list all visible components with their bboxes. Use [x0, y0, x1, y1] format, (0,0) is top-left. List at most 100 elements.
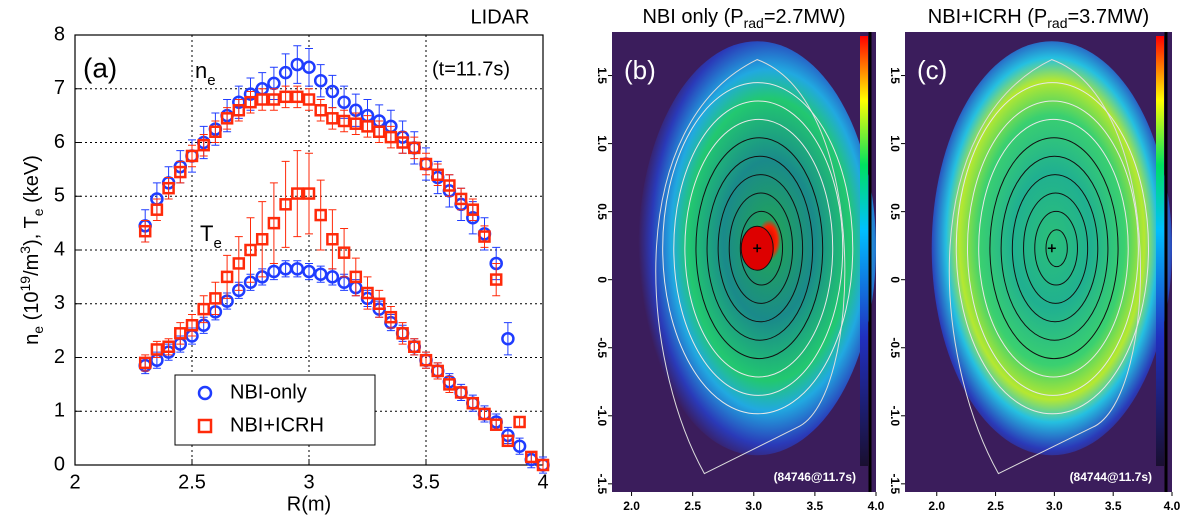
data-point [209, 292, 222, 305]
flux-contour [955, 82, 1150, 415]
y-tick-label: 0 [54, 453, 65, 475]
error-bar [375, 120, 384, 143]
image-title: NBI+ICRH (Prad=3.7MW) [928, 6, 1149, 30]
flux-contour [706, 155, 814, 341]
ne-label: ne [195, 58, 216, 89]
data-point [290, 262, 305, 276]
data-point [349, 270, 363, 284]
error-bar [340, 109, 349, 133]
data-point [174, 165, 187, 179]
data-point [431, 364, 444, 378]
error-bar [398, 322, 407, 345]
flux-contour [966, 100, 1139, 396]
data-point [396, 327, 409, 340]
data-point [501, 434, 515, 448]
data-point [197, 302, 210, 316]
y-tick-label: 0 [888, 276, 902, 283]
error-bar [316, 64, 325, 98]
panel-a: LIDAR (a) (t=11.7s) ne Te R(m) ne (1019/… [17, 6, 530, 515]
ylabel-part: (keV) [21, 155, 43, 208]
ylabel-part: (10 [21, 291, 43, 325]
data-point [525, 450, 538, 464]
title-sub: rad [744, 15, 764, 31]
data-point [326, 112, 339, 125]
error-bar [211, 120, 220, 143]
data-point [408, 141, 421, 155]
y-tick-label: -0.5 [888, 337, 902, 358]
error-bar [269, 182, 278, 264]
data-point [302, 93, 316, 106]
error-bar [199, 133, 208, 157]
data-point [337, 114, 351, 128]
data-point [384, 310, 398, 324]
y-tick-label: -0.5 [595, 337, 609, 358]
error-bar [386, 305, 395, 329]
shot-label: (84744@11.7s) [1070, 470, 1152, 484]
y-tick-label: 0.5 [595, 203, 609, 220]
legend-marker [197, 385, 213, 401]
colorbar [1156, 36, 1164, 466]
shot-label: (84746@11.7s) [774, 470, 856, 484]
error-bar [316, 179, 325, 251]
flux-contour [978, 118, 1129, 378]
error-bar [188, 144, 196, 168]
data-point [361, 286, 374, 300]
data-point [513, 415, 526, 429]
error-bar [363, 276, 372, 310]
y-tick-label: 0 [595, 276, 609, 283]
data-point [419, 157, 433, 171]
data-point [466, 396, 480, 410]
data-point [138, 356, 152, 370]
data-point [313, 73, 328, 88]
error-bar [305, 88, 313, 111]
data-point [349, 117, 363, 130]
title-part: =3.7MW) [1068, 6, 1150, 28]
data-point [314, 208, 327, 222]
error-bar [234, 99, 243, 122]
data-point [536, 458, 550, 472]
x-tick-label: 3.5 [807, 499, 824, 513]
y-tick-label: 1.5 [888, 67, 902, 84]
y-tick-label: 1.5 [595, 67, 609, 84]
data-point [443, 378, 456, 391]
y-tick-label: 1 [54, 400, 65, 422]
data-point [326, 233, 339, 246]
magnetic-axis [1047, 244, 1056, 253]
flux-contour [728, 192, 794, 304]
x-tick-label: 2.0 [623, 499, 640, 513]
data-point [302, 187, 316, 200]
error-bar [246, 217, 255, 283]
error-bar [199, 295, 208, 324]
title-part: =2.7MW) [764, 6, 846, 28]
data-point [302, 264, 316, 279]
y-tick-label: -1.0 [888, 405, 902, 426]
corner-label: LIDAR [471, 6, 530, 28]
flux-contour [662, 82, 854, 415]
te-label-sub: e [213, 235, 221, 252]
error-bar [445, 174, 454, 197]
colorbar [860, 36, 868, 466]
ylabel-sub: e [30, 208, 46, 216]
data-point [162, 181, 175, 195]
flux-contour [1034, 210, 1078, 286]
x-tick-label: 3.5 [412, 471, 440, 493]
x-tick-label: 2 [69, 471, 80, 493]
error-bar [340, 228, 349, 278]
data-point [255, 233, 269, 246]
data-point [372, 125, 386, 138]
data-point [267, 264, 281, 279]
data-point [419, 353, 433, 367]
flux-contour [1045, 229, 1068, 268]
data-point [372, 297, 386, 310]
error-bar [468, 198, 477, 221]
error-bar [433, 163, 442, 186]
error-bar [305, 47, 313, 87]
error-bar [281, 160, 290, 248]
data-point [478, 230, 491, 243]
data-point [384, 130, 398, 144]
error-bar [211, 281, 220, 315]
title-part: NBI only (P [642, 6, 743, 28]
y-tick-label: -1.0 [595, 405, 609, 426]
data-point [138, 224, 152, 238]
